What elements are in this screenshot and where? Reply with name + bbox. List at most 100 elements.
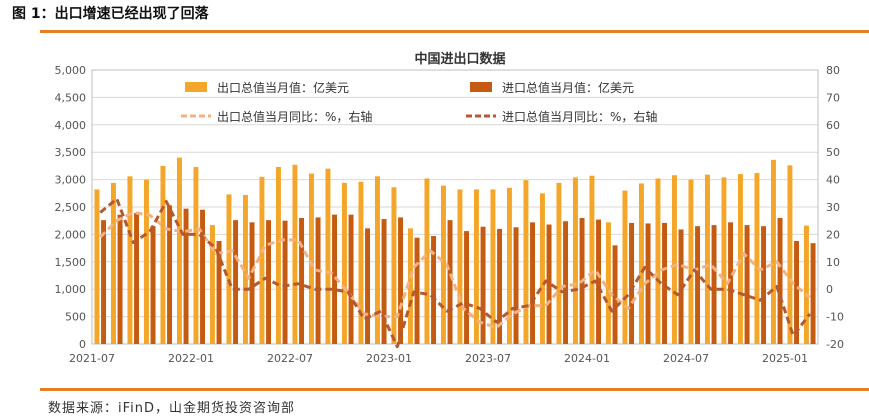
export-bar — [754, 173, 760, 344]
import-bar — [216, 240, 222, 344]
x-tick-label: 2024-07 — [663, 352, 709, 365]
import-bar — [810, 243, 816, 344]
export-bar — [671, 175, 677, 344]
y-left-tick-label: 2,000 — [55, 228, 87, 241]
import-bar — [183, 208, 189, 344]
export-bar — [325, 168, 331, 344]
export-bar — [473, 189, 479, 344]
export-bar — [275, 166, 281, 344]
import-bar — [744, 225, 750, 344]
y-left-tick-label: 0 — [79, 338, 86, 351]
x-tick-label: 2024-01 — [564, 352, 610, 365]
import-bar — [414, 237, 420, 344]
y-right-tick-label: -10 — [826, 311, 844, 324]
x-tick-label: 2021-07 — [69, 352, 115, 365]
export-bar — [572, 177, 578, 344]
export-bar — [308, 173, 314, 344]
legend-label: 出口总值当月同比：%，右轴 — [217, 109, 372, 124]
plot-frame — [91, 69, 819, 345]
export-bar — [407, 228, 413, 344]
source-note: 数据来源：iFinD，山金期货投资咨询部 — [48, 401, 296, 416]
export-bar — [787, 165, 793, 344]
import-bar — [497, 228, 503, 344]
x-tick-label: 2023-01 — [366, 352, 412, 365]
export-bar — [688, 179, 694, 344]
y-left-tick-label: 1,500 — [55, 256, 87, 269]
y-right-tick-label: 80 — [826, 64, 840, 77]
import-bar — [711, 225, 717, 344]
export-bar — [226, 194, 232, 344]
y-left-tick-label: 500 — [65, 311, 86, 324]
export-bar — [424, 178, 430, 344]
import-bar — [546, 224, 552, 344]
export-bar — [803, 225, 809, 344]
chart-title: 中国进出口数据 — [414, 51, 505, 67]
import-bar — [167, 205, 173, 344]
export-bar — [209, 225, 215, 344]
export-bar — [638, 183, 644, 344]
export-bar — [589, 175, 595, 344]
export-bar — [770, 159, 776, 344]
import-bar — [150, 226, 156, 344]
import-yoy-line — [99, 197, 811, 349]
import-bar — [480, 226, 486, 344]
export-bar — [193, 166, 199, 344]
export-bar — [655, 178, 661, 344]
export-bar — [160, 165, 166, 344]
import-bar — [398, 217, 404, 344]
x-tick-label: 2025-01 — [762, 352, 808, 365]
import-bar — [794, 240, 800, 344]
axes: 05001,0001,5002,0002,5003,0003,5004,0004… — [55, 64, 844, 365]
import-export-chart: 中国进出口数据 05001,0001,5002,0002,5003,0003,5… — [55, 51, 844, 365]
import-bar — [332, 214, 338, 344]
export-bar — [94, 189, 100, 344]
export-bar — [704, 174, 710, 344]
y-right-tick-label: 10 — [826, 256, 840, 269]
y-left-tick-label: 3,500 — [55, 146, 87, 159]
y-right-tick-label: 20 — [826, 228, 840, 241]
import-bar — [728, 222, 734, 344]
import-bar — [612, 245, 618, 344]
import-bar — [299, 217, 305, 344]
export-bar — [605, 222, 611, 344]
import-bar — [266, 220, 272, 344]
export-bar — [143, 179, 149, 344]
import-bar — [563, 221, 569, 344]
export-bar — [259, 176, 265, 344]
y-left-tick-label: 2,500 — [55, 201, 87, 214]
export-bar — [374, 176, 380, 344]
y-left-tick-label: 4,500 — [55, 91, 87, 104]
export-bar — [440, 185, 446, 344]
export-bar — [622, 190, 628, 344]
export-bar — [341, 182, 347, 344]
import-bar — [645, 223, 651, 344]
bottom-rule — [40, 388, 869, 391]
export-bar — [127, 176, 133, 344]
import-bar — [315, 217, 321, 344]
legend-label: 进口总值当月同比：%，右轴 — [502, 109, 657, 124]
y-right-tick-label: 0 — [826, 283, 833, 296]
export-bar — [110, 182, 116, 344]
import-bar — [200, 209, 206, 344]
import-bar — [381, 219, 387, 344]
export-bar — [539, 193, 545, 344]
export-bar — [490, 189, 496, 344]
import-bar — [282, 220, 288, 344]
y-right-tick-label: 70 — [826, 91, 840, 104]
y-left-tick-label: 4,000 — [55, 119, 87, 132]
x-tick-label: 2023-07 — [465, 352, 511, 365]
top-rule — [40, 30, 869, 33]
import-bar — [761, 226, 767, 344]
x-tick-label: 2022-07 — [267, 352, 313, 365]
export-bar — [391, 187, 397, 344]
import-bar — [662, 222, 668, 344]
export-bar — [506, 187, 512, 344]
export-bar — [292, 164, 298, 344]
export-bar — [556, 182, 562, 344]
y-right-tick-label: 50 — [826, 146, 840, 159]
import-bar — [629, 222, 635, 344]
legend-label: 进口总值当月值：亿美元 — [502, 80, 634, 95]
bar-series — [94, 157, 816, 344]
figure-title: 图 1：出口增速已经出现了回落 — [12, 6, 209, 22]
